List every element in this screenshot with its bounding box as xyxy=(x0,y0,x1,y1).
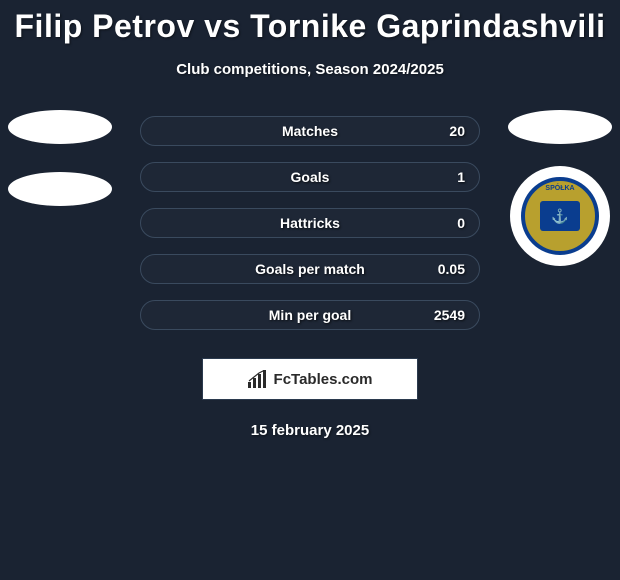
player1-placeholder-oval xyxy=(8,110,112,144)
stat-value-right: 0 xyxy=(457,215,465,231)
player1-club-placeholder-oval xyxy=(8,172,112,206)
stat-label: Hattricks xyxy=(280,215,340,231)
page-subtitle: Club competitions, Season 2024/2025 xyxy=(0,61,620,78)
stat-value-right: 20 xyxy=(449,123,465,139)
player2-club-badge: SPÓŁKA ⚓ xyxy=(510,166,610,266)
stat-row-hattricks: Hattricks 0 xyxy=(140,208,480,238)
stat-label: Min per goal xyxy=(269,307,351,323)
stat-rows: Matches 20 Goals 1 Hattricks 0 Goals per… xyxy=(140,116,480,330)
club-badge-center-icon: ⚓ xyxy=(540,201,580,231)
page-title: Filip Petrov vs Tornike Gaprindashvili xyxy=(0,8,620,45)
comparison-card: Filip Petrov vs Tornike Gaprindashvili C… xyxy=(0,0,620,439)
stats-area: SPÓŁKA ⚓ Matches 20 Goals 1 Hattricks 0 xyxy=(0,116,620,330)
stat-label: Goals xyxy=(291,169,330,185)
stat-value-right: 2549 xyxy=(434,307,465,323)
right-player-badges: SPÓŁKA ⚓ xyxy=(508,110,612,266)
anchor-icon: ⚓ xyxy=(551,208,568,225)
stat-value-right: 0.05 xyxy=(438,261,465,277)
stat-row-matches: Matches 20 xyxy=(140,116,480,146)
fctables-logo-icon xyxy=(248,370,268,388)
branding-text: FcTables.com xyxy=(274,371,373,388)
left-player-badges xyxy=(8,110,112,206)
stat-label: Goals per match xyxy=(255,261,365,277)
footer-date: 15 february 2025 xyxy=(0,422,620,439)
club-badge-top-text: SPÓŁKA xyxy=(545,185,574,192)
stat-row-goals: Goals 1 xyxy=(140,162,480,192)
stat-row-min-per-goal: Min per goal 2549 xyxy=(140,300,480,330)
stat-row-goals-per-match: Goals per match 0.05 xyxy=(140,254,480,284)
stat-value-right: 1 xyxy=(457,169,465,185)
player2-placeholder-oval xyxy=(508,110,612,144)
stat-label: Matches xyxy=(282,123,338,139)
arka-badge-icon: SPÓŁKA ⚓ xyxy=(521,177,599,255)
branding-box[interactable]: FcTables.com xyxy=(202,358,418,400)
